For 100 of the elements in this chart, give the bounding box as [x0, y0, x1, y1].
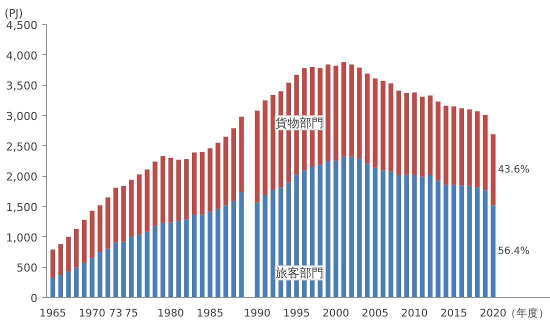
- bar: [129, 236, 134, 298]
- bar: [357, 68, 362, 159]
- bar: [144, 231, 150, 298]
- x-tick-label: 1990: [244, 308, 271, 320]
- bar: [380, 80, 386, 170]
- bar: [90, 257, 94, 298]
- bar: [326, 64, 330, 161]
- x-tick-label: 2020: [480, 308, 506, 320]
- y-tick-label: 3,500: [6, 80, 38, 93]
- bar: [388, 83, 394, 172]
- x-tick-label: 73: [109, 308, 122, 320]
- bar: [467, 186, 472, 298]
- x-tick-label: 1965: [39, 308, 66, 320]
- bar: [404, 174, 409, 298]
- bar: [129, 180, 134, 237]
- y-tick-label: 500: [16, 262, 38, 275]
- bar: [50, 250, 56, 278]
- bar: [349, 64, 354, 157]
- bar: [66, 236, 71, 272]
- bar: [66, 271, 71, 298]
- bar: [262, 194, 268, 298]
- bar: [105, 197, 110, 248]
- bar: [428, 95, 433, 175]
- bar: [168, 222, 174, 298]
- x-tick-label: 75: [124, 308, 138, 320]
- bar: [168, 158, 174, 222]
- bar: [184, 219, 189, 298]
- bar: [459, 108, 464, 186]
- bar: [254, 110, 260, 202]
- bar: [105, 248, 110, 298]
- bar: [388, 171, 394, 298]
- bar: [192, 214, 197, 298]
- bar: [231, 128, 236, 202]
- x-tick-label: 1980: [157, 308, 184, 320]
- bar: [482, 114, 488, 190]
- bar: [490, 134, 496, 206]
- bar: [444, 106, 448, 185]
- bar: [436, 102, 440, 180]
- bar: [467, 109, 472, 186]
- bar: [396, 90, 402, 175]
- bar: [176, 221, 181, 298]
- bar: [113, 188, 118, 242]
- bar: [136, 234, 142, 298]
- bar: [451, 184, 456, 298]
- bar: [482, 190, 488, 298]
- x-tick-label: 2005: [362, 308, 389, 320]
- bar: [444, 184, 448, 298]
- x-axis-title: （年度）: [506, 306, 550, 320]
- y-tick-label: 4,500: [6, 19, 38, 32]
- bar: [216, 142, 220, 209]
- bar: [58, 244, 64, 276]
- bar: [412, 92, 417, 175]
- bar: [475, 187, 480, 298]
- bar: [144, 169, 150, 232]
- bar: [364, 74, 370, 164]
- bar: [160, 156, 166, 223]
- bar: [121, 241, 126, 298]
- y-axis-title: (PJ): [4, 7, 23, 20]
- bar: [239, 192, 244, 298]
- bar: [372, 168, 378, 298]
- bar: [420, 96, 425, 177]
- bar: [231, 201, 236, 298]
- bar: [82, 262, 87, 298]
- bar: [152, 162, 158, 226]
- bar: [184, 159, 189, 220]
- series-label: 旅客部門: [275, 266, 324, 280]
- bar: [223, 136, 228, 206]
- bar: [333, 160, 338, 298]
- y-tick-label: 1,500: [6, 201, 38, 214]
- bar: [341, 62, 346, 157]
- bar: [74, 267, 79, 298]
- bar: [98, 205, 102, 252]
- x-tick-label: 2010: [401, 308, 428, 320]
- bar: [364, 163, 370, 298]
- bar: [152, 226, 158, 298]
- bar: [262, 100, 268, 195]
- bar: [380, 170, 386, 298]
- y-tick-label: 2,000: [6, 170, 38, 184]
- bar: [490, 205, 496, 298]
- bar: [98, 252, 102, 298]
- bar: [436, 180, 440, 298]
- bar: [160, 222, 166, 298]
- x-tick-label: 1995: [283, 308, 310, 320]
- bar: [326, 161, 330, 298]
- bar: [254, 202, 260, 298]
- y-tick-label: 2,500: [6, 140, 38, 154]
- x-tick-label: 1985: [196, 308, 224, 320]
- series-label: 貨物部門: [275, 116, 324, 130]
- bar: [420, 176, 425, 298]
- bar: [223, 205, 228, 298]
- bar: [270, 190, 276, 298]
- bar: [396, 174, 402, 298]
- y-tick-label: 3,000: [6, 110, 38, 123]
- bar: [50, 277, 56, 298]
- bar: [208, 148, 212, 212]
- text: 43.6%: [498, 164, 530, 176]
- bar: [200, 152, 205, 214]
- x-tick-label: 1970: [78, 308, 106, 320]
- bar: [372, 78, 378, 168]
- bar: [412, 174, 417, 298]
